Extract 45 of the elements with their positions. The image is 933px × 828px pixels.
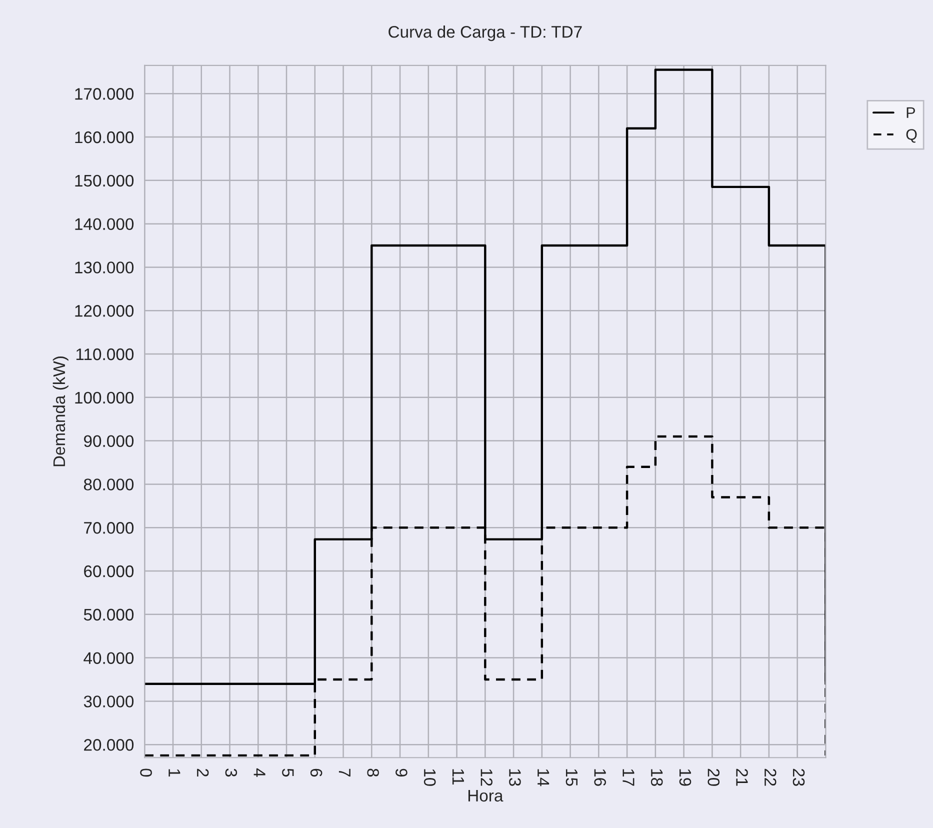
x-tick-label: 21 [736,768,748,786]
x-tick-label: 11 [452,769,464,785]
x-tick-label: 13 [509,769,521,786]
x-axis-title: Hora [468,790,504,802]
legend-label: P [906,107,915,118]
y-tick-label: 110.000 [76,348,134,360]
x-tick-label: 23 [792,768,805,786]
x-tick-label: 6 [310,768,322,777]
y-tick-label: 150.000 [75,174,134,187]
x-tick-label: 17 [622,769,634,786]
x-tick-label: 3 [225,768,238,777]
x-tick-label: 15 [566,769,578,786]
x-tick-label: 9 [396,768,408,777]
y-tick-label: 130.000 [75,262,134,274]
x-tick-label: 18 [650,769,663,786]
x-tick-label: 4 [254,768,266,777]
y-tick-label: 60.000 [84,565,134,578]
y-tick-label: 90.000 [84,435,134,448]
x-tick-label: 2 [197,768,209,776]
y-tick-label: 50.000 [84,608,134,621]
x-tick-label: 19 [679,769,692,786]
y-tick-label: 40.000 [84,652,134,664]
y-tick-label: 100.000 [75,392,134,404]
x-tick-label: 10 [424,769,436,786]
y-tick-label: 70.000 [84,522,134,534]
y-tick-label: 160.000 [75,131,134,144]
x-tick-label: 7 [338,768,350,776]
y-axis-title: Demanda (kW) [52,356,68,466]
x-tick-label: 14 [538,769,550,786]
y-tick-label: 20.000 [84,739,134,751]
y-tick-label: 170.000 [75,88,134,100]
y-tick-label: 80.000 [84,478,134,490]
x-tick-label: 8 [367,768,379,777]
legend-label: Q [906,129,917,143]
x-tick-label: 5 [282,768,294,777]
y-tick-label: 120.000 [75,305,134,317]
x-tick-label: 12 [480,769,492,786]
x-tick-label: 22 [764,768,776,786]
x-tick-label: 20 [708,768,720,786]
x-tick-label: 1 [168,769,180,776]
y-tick-label: 30.000 [84,696,134,708]
x-tick-label: 16 [594,769,606,786]
y-tick-label: 140.000 [75,218,134,230]
x-tick-label: 0 [140,768,152,777]
chart-title: Curva de Carga - TD: TD7 [388,26,582,42]
